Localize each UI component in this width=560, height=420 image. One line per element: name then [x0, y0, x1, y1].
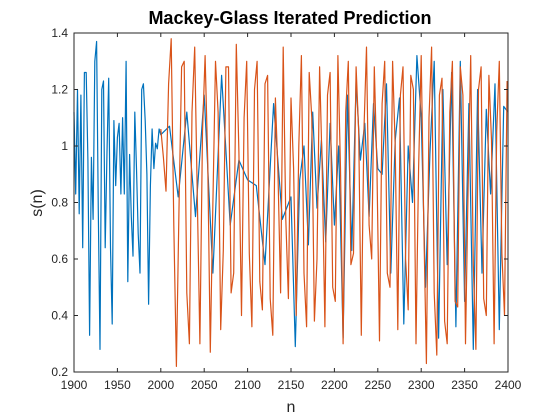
x-tick-label: 1950 — [104, 378, 131, 392]
x-tick-label: 2100 — [234, 378, 261, 392]
x-tick-label: 2000 — [147, 378, 174, 392]
series-line-2 — [160, 38, 508, 367]
y-axis-label: s(n) — [29, 189, 46, 217]
x-tick-label: 2200 — [321, 378, 348, 392]
y-tick-label: 0.8 — [51, 196, 68, 210]
y-tick-label: 1 — [61, 139, 68, 153]
x-tick-label: 2350 — [451, 378, 478, 392]
chart-title: Mackey-Glass Iterated Prediction — [148, 8, 431, 28]
x-axis-label: n — [287, 399, 296, 416]
y-tick-label: 1.2 — [51, 83, 68, 97]
x-tick-label: 2400 — [495, 378, 522, 392]
x-tick-label: 2250 — [364, 378, 391, 392]
x-tick-label: 2300 — [408, 378, 435, 392]
x-tick-label: 2150 — [278, 378, 305, 392]
y-tick-label: 0.4 — [51, 309, 68, 323]
y-tick-label: 1.4 — [51, 26, 68, 40]
series-layer — [73, 38, 509, 367]
x-tick-label: 2050 — [191, 378, 218, 392]
x-tick-label: 1900 — [61, 378, 88, 392]
y-tick-label: 0.2 — [51, 365, 68, 379]
axes-layer: 1900 1950 2000 2050 2100 2150 2200 2250 2300 2350… — [51, 26, 521, 392]
y-tick-label: 0.6 — [51, 252, 68, 266]
